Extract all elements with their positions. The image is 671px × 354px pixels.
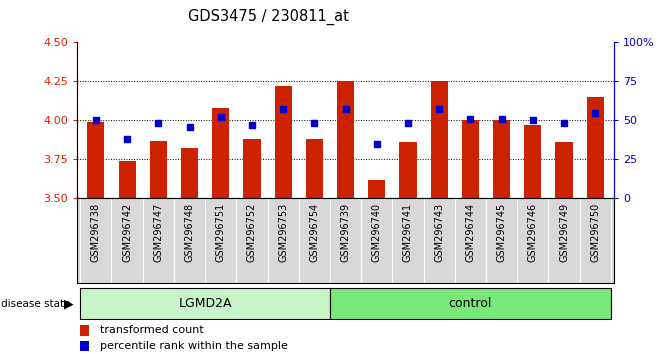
Point <box>215 114 226 120</box>
Point <box>372 141 382 147</box>
Point <box>403 121 413 126</box>
Point <box>434 107 445 112</box>
Text: disease state: disease state <box>1 298 71 309</box>
Point <box>497 116 507 122</box>
Bar <box>181 148 198 198</box>
Bar <box>244 139 260 198</box>
Text: ▶: ▶ <box>64 297 73 310</box>
Bar <box>87 122 105 198</box>
Text: GSM296738: GSM296738 <box>91 202 101 262</box>
Point <box>309 121 319 126</box>
Bar <box>330 289 611 319</box>
Bar <box>274 86 292 198</box>
Point <box>91 118 101 123</box>
Bar <box>462 120 479 198</box>
Point <box>340 107 351 112</box>
Bar <box>556 142 572 198</box>
Bar <box>306 139 323 198</box>
Text: GSM296743: GSM296743 <box>434 202 444 262</box>
Bar <box>337 81 354 198</box>
Bar <box>150 141 167 198</box>
Point <box>590 110 601 115</box>
Bar <box>81 341 89 351</box>
Bar <box>119 161 136 198</box>
Text: GSM296745: GSM296745 <box>497 202 507 262</box>
Point <box>278 107 289 112</box>
Text: GSM296749: GSM296749 <box>559 202 569 262</box>
Bar <box>399 142 417 198</box>
Text: GSM296747: GSM296747 <box>153 202 163 262</box>
Bar <box>212 108 229 198</box>
Text: GSM296754: GSM296754 <box>309 202 319 262</box>
Text: percentile rank within the sample: percentile rank within the sample <box>100 341 288 351</box>
Point <box>559 121 570 126</box>
Bar <box>586 97 604 198</box>
Bar <box>81 289 330 319</box>
Text: transformed count: transformed count <box>100 325 203 336</box>
Bar <box>493 120 510 198</box>
Text: GSM296748: GSM296748 <box>185 202 195 262</box>
Text: control: control <box>449 297 492 310</box>
Point <box>121 136 132 142</box>
Text: GSM296751: GSM296751 <box>216 202 225 262</box>
Text: GSM296742: GSM296742 <box>122 202 132 262</box>
Text: GSM296746: GSM296746 <box>528 202 538 262</box>
Bar <box>81 325 89 336</box>
Point <box>246 122 257 128</box>
Bar <box>368 179 385 198</box>
Text: GSM296741: GSM296741 <box>403 202 413 262</box>
Text: GSM296753: GSM296753 <box>278 202 288 262</box>
Point <box>527 118 538 123</box>
Text: LGMD2A: LGMD2A <box>178 297 232 310</box>
Bar <box>431 81 448 198</box>
Text: GSM296739: GSM296739 <box>341 202 350 262</box>
Text: GSM296744: GSM296744 <box>466 202 475 262</box>
Bar <box>524 125 541 198</box>
Point <box>153 121 164 126</box>
Text: GSM296740: GSM296740 <box>372 202 382 262</box>
Text: GSM296750: GSM296750 <box>590 202 601 262</box>
Text: GDS3475 / 230811_at: GDS3475 / 230811_at <box>188 9 349 25</box>
Text: GSM296752: GSM296752 <box>247 202 257 262</box>
Point <box>465 116 476 122</box>
Point <box>184 124 195 130</box>
